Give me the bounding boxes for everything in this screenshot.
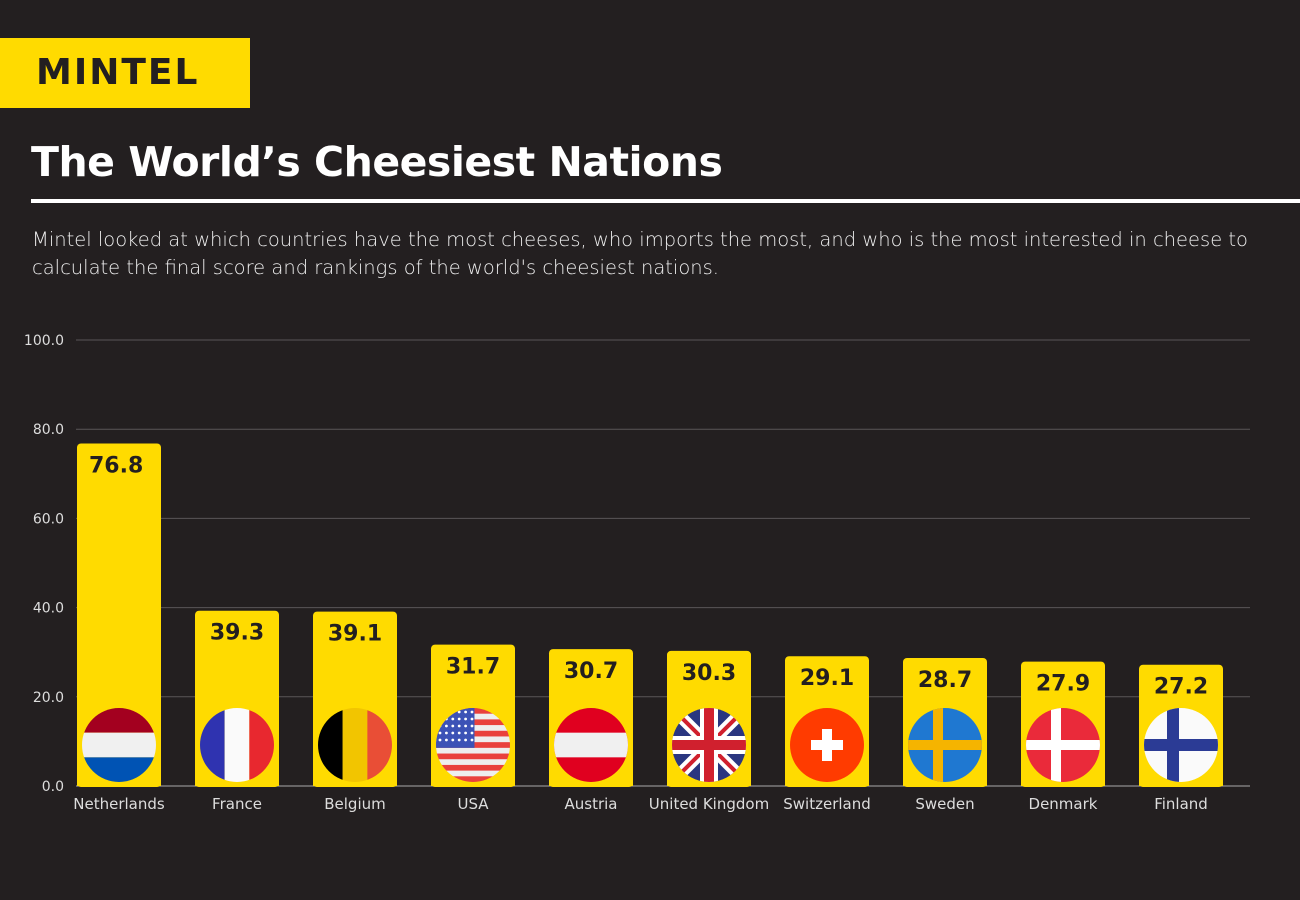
bar-base: [195, 780, 279, 786]
chart-subtitle: Mintel looked at which countries have th…: [32, 228, 1248, 279]
belgium-flag-icon: [318, 708, 392, 782]
data-label: 39.3: [210, 621, 264, 646]
bar-base: [549, 780, 633, 786]
x-tick-label: Finland: [1154, 795, 1208, 813]
y-tick-label: 80.0: [33, 422, 64, 438]
data-label: 31.7: [446, 655, 500, 680]
bar-base: [667, 780, 751, 786]
x-tick-label: United Kingdom: [649, 795, 769, 813]
chart-title: The World’s Cheesiest Nations: [31, 138, 723, 186]
y-tick-label: 0.0: [42, 779, 64, 795]
bar-base: [903, 780, 987, 786]
usa-flag-icon: [436, 708, 510, 782]
y-tick-label: 60.0: [33, 511, 64, 527]
x-tick-label: USA: [457, 795, 489, 813]
austria-flag-icon: [554, 708, 628, 782]
data-label: 28.7: [918, 668, 972, 693]
x-tick-label: Belgium: [324, 795, 386, 813]
bar-base: [431, 780, 515, 786]
data-label: 29.1: [800, 666, 854, 691]
data-label: 39.1: [328, 622, 382, 647]
sweden-flag-icon: [908, 708, 982, 782]
y-tick-label: 100.0: [24, 333, 64, 349]
finland-flag-icon: [1144, 708, 1218, 782]
x-tick-label: France: [212, 795, 262, 813]
bar-base: [313, 780, 397, 786]
data-label: 30.3: [682, 661, 736, 686]
data-label: 76.8: [89, 453, 143, 478]
y-tick-label: 20.0: [33, 690, 64, 706]
bar-base: [1021, 780, 1105, 786]
bar-base: [77, 780, 161, 786]
bar-base: [785, 780, 869, 786]
title-divider: [31, 199, 1300, 203]
x-tick-label: Sweden: [915, 795, 974, 813]
bar-base: [1139, 780, 1223, 786]
uk-flag-icon: [672, 708, 746, 782]
x-tick-label: Netherlands: [73, 795, 165, 813]
denmark-flag-icon: [1026, 708, 1100, 782]
bar: [77, 443, 161, 787]
mintel-logo: MINTEL: [0, 38, 250, 108]
data-label: 27.9: [1036, 672, 1090, 697]
x-tick-label: Denmark: [1029, 795, 1098, 813]
x-tick-label: Switzerland: [783, 795, 871, 813]
france-flag-icon: [200, 708, 274, 782]
data-label: 27.2: [1154, 675, 1208, 700]
logo-text: MINTEL: [36, 52, 200, 93]
switzerland-flag-icon: [790, 708, 864, 782]
data-label: 30.7: [564, 659, 618, 684]
y-tick-label: 40.0: [33, 601, 64, 617]
x-tick-label: Austria: [565, 795, 618, 813]
netherlands-flag-icon: [82, 708, 156, 782]
